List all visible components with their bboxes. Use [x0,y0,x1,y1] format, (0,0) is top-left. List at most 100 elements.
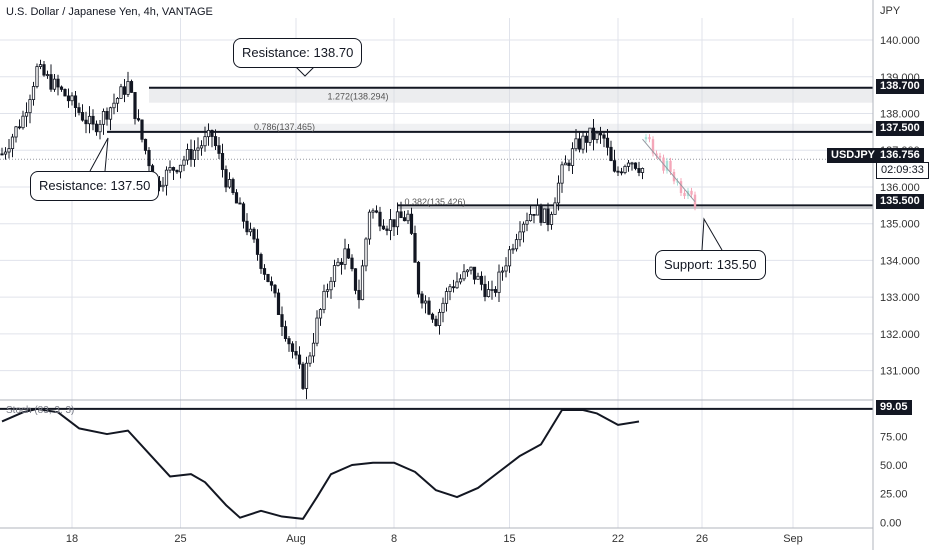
fib-label-0786: 0.786(137.465) [254,122,315,132]
candle-body [297,354,302,365]
candle-body [493,289,498,293]
candle-body [388,219,393,231]
candle-body [546,208,550,225]
candle-body [518,231,522,241]
candle-body [196,147,200,151]
candle-body [598,132,603,136]
x-tick-label: 8 [391,533,397,545]
candle-body [189,148,193,160]
candle-body [602,134,606,139]
callout-resistance-mid: Resistance: 137.50 [30,171,160,201]
candle-body [441,302,445,313]
candle-body [290,343,295,352]
candle-body [269,281,274,286]
candle-body [532,213,536,216]
callout-resistance-high: Resistance: 138.70 [233,38,363,68]
candle-body [514,239,519,250]
candle-body [416,261,421,295]
candle-body [38,64,43,67]
stoch-title: Stoch (83, 3, 3) [6,405,74,416]
candle-body [539,205,543,223]
callout-pointers [89,65,723,251]
candle-body [49,74,53,90]
candle-body [595,132,599,140]
x-tick-label: 25 [174,533,186,545]
candle-body [423,300,428,304]
candle-body [311,342,316,357]
candle-body [619,171,624,174]
candle-body [444,291,449,304]
callout-support: Support: 135.50 [655,250,766,280]
candle-body [357,289,361,301]
candle-body [462,271,466,280]
candle-body [588,127,592,143]
candle-body [507,249,512,267]
candle-body [612,160,617,172]
candle-body [115,98,120,104]
candle-body [483,283,487,297]
candle-body [353,268,358,291]
stochastic-panel: Stoch (83, 3, 3) [0,405,873,520]
candle-body [252,228,256,240]
projection-body [690,190,693,195]
candle-body [469,266,473,271]
candle-body [308,355,312,364]
projection-body [676,181,679,183]
symbol-badge: USDJPY [827,148,880,163]
candle-body [378,211,382,227]
level-label-135500: 135.500 [876,194,924,209]
candle-body [52,78,57,90]
candle-body [577,138,582,150]
candle-body [609,146,613,162]
candle-body [105,111,109,120]
y-tick-label: 136.000 [880,182,920,194]
projection-body [651,139,655,154]
projection-body [683,192,686,197]
candle-body [315,317,319,344]
projection-body [655,153,658,156]
candle-body [45,74,50,76]
candle-body [28,99,32,114]
stoch-y-tick-label: 75.00 [880,431,908,443]
candle-body [7,148,11,153]
candle-body [203,136,207,147]
candle-body [129,81,134,93]
y-tick-label: 131.000 [880,366,920,378]
candle-body [630,162,634,165]
candle-body [367,211,372,240]
candle-body [346,248,351,259]
candle-body [465,269,470,273]
candle-body [175,169,179,173]
candle-body [399,211,403,219]
candle-body [542,208,547,223]
fib-label-0382: 0.382(135.426) [405,197,466,207]
candle-body [521,223,526,233]
candle-body [294,351,298,356]
candle-body [84,119,88,125]
projection-body [665,160,669,171]
candle-body [574,138,578,150]
candle-body [304,362,309,389]
candle-body [364,238,368,267]
candle-body [591,127,596,140]
candle-body [318,309,323,319]
candle-body [59,86,64,90]
resistance-zones [107,87,873,134]
candle-body [14,126,18,138]
candle-body [199,145,204,149]
candle-body [126,81,130,95]
candle-body [343,248,347,265]
candle-body [490,289,494,291]
chart-title: U.S. Dollar / Japanese Yen, 4h, VANTAGE [6,6,213,18]
candle-body [563,162,568,166]
price-unit: JPY [880,5,901,17]
projection-trendline [642,138,696,202]
candle-body [98,123,102,133]
candle-body [91,115,95,125]
candle-body [87,115,92,125]
candle-body [511,248,515,251]
candle-body [10,136,15,150]
candle-body [437,311,442,326]
candle-body [556,182,561,204]
